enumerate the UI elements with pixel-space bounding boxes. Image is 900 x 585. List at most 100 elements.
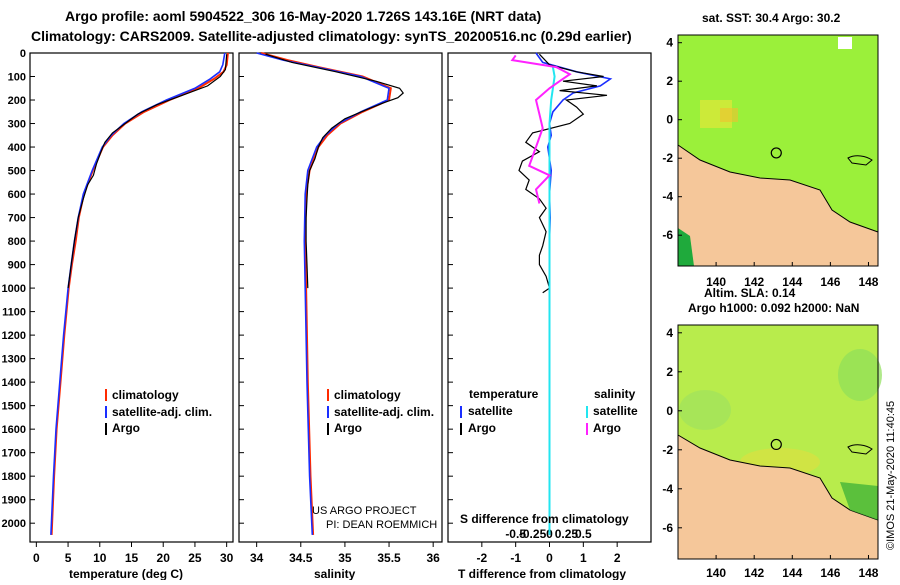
map-x-tick-label: 146	[820, 566, 840, 580]
sla-coastal-anomaly	[840, 482, 878, 520]
temperature-legend: climatology satellite-adj. clim. Argo	[105, 388, 212, 435]
depth-tick-label: 500	[8, 166, 26, 178]
legend-label-temp-argo: Argo	[468, 421, 496, 435]
depth-tick-label: 900	[8, 260, 26, 272]
x-axes: 0 5 10 15 20 25 30 34 34.5 35 35.5 36 -2 -1 0 1 2 -0.5-0.…	[33, 527, 621, 565]
map-y-tick-label: 0	[666, 113, 673, 127]
depth-tick-label: 1000	[2, 283, 26, 295]
sst-land-new-guinea	[678, 145, 878, 266]
map-y-tick-label: -6	[662, 228, 673, 242]
secondary-tick-label: -0.25	[519, 527, 547, 541]
salinity-diff-label: S difference from climatology	[460, 512, 629, 526]
x-tick-label: 34.5	[289, 551, 313, 565]
salinity-x-label: salinity	[314, 567, 356, 580]
map-y-tick-label: -2	[662, 151, 673, 165]
depth-tick-label: 1800	[2, 471, 26, 483]
x-tick-label: 25	[188, 551, 202, 565]
sst-map	[677, 34, 879, 267]
map-y-tick-label: -4	[662, 190, 673, 204]
x-tick-label: 35.5	[377, 551, 401, 565]
depth-tick-label: 2000	[2, 518, 26, 530]
x-tick-label: 5	[65, 551, 72, 565]
depth-tick-label: 1300	[2, 354, 26, 366]
sla-island	[847, 444, 873, 455]
x-tick-label: 30	[220, 551, 234, 565]
sst-hot-spot	[720, 108, 738, 122]
profile-series	[50, 52, 613, 535]
legend-header-salinity: salinity	[594, 387, 636, 401]
sst-argo-position-marker	[770, 147, 782, 159]
x-tick-label: 1	[580, 551, 587, 565]
map-y-tick-label: -4	[662, 482, 673, 496]
sla-green-anomaly-west	[679, 390, 731, 430]
depth-tick-label: 1600	[2, 424, 26, 436]
sla-land-new-guinea	[678, 435, 878, 559]
x-tick-label: 15	[125, 551, 139, 565]
depth-tick-label: 400	[8, 142, 26, 154]
map-x-tick-label: 142	[744, 275, 764, 289]
sst-map-title: sat. SST: 30.4 Argo: 30.2	[702, 11, 841, 25]
depth-tick-label: 300	[8, 119, 26, 131]
salinity-panel-frame	[238, 52, 443, 543]
legend-label-sal-satellite: satellite	[593, 404, 638, 418]
legend-label-sal-argo: Argo	[593, 421, 621, 435]
legend-header-temperature: temperature	[469, 387, 539, 401]
salinity-argo-line	[265, 53, 405, 289]
sst-coastal-water	[678, 228, 694, 266]
secondary-tick-label: 0.25	[555, 527, 579, 541]
map-y-tick-label: -2	[662, 443, 673, 457]
project-credit: US ARGO PROJECT	[312, 505, 417, 517]
x-tick-label: -2	[476, 551, 487, 565]
map-y-tick-label: 2	[666, 74, 673, 88]
sla-green-anomaly	[838, 349, 882, 401]
header-line-2: Climatology: CARS2009. Satellite-adjuste…	[31, 28, 632, 44]
depth-tick-label: 1400	[2, 377, 26, 389]
temperature-argo-line	[67, 54, 228, 289]
map-x-tick-label: 142	[744, 566, 764, 580]
depth-tick-label: 1900	[2, 495, 26, 507]
map-x-tick-label: 148	[858, 566, 878, 580]
map-x-tick-label: 148	[858, 275, 878, 289]
legend-label-argo: Argo	[334, 421, 362, 435]
map-x-tick-label: 144	[782, 275, 802, 289]
depth-tick-label: 800	[8, 236, 26, 248]
temperature-diff-argo-line	[518, 53, 608, 294]
depth-tick-label: 1100	[2, 307, 26, 319]
header-line-1: Argo profile: aoml 5904522_306 16-May-20…	[65, 8, 541, 24]
map-y-tick-label: 4	[666, 326, 673, 340]
depth-tick-label: 100	[8, 72, 26, 84]
legend-label-satellite: satellite-adj. clim.	[334, 405, 434, 419]
x-tick-label: 34	[250, 551, 264, 565]
salinity-diff-argo-line	[510, 54, 572, 204]
sla-map	[677, 324, 882, 560]
sla-argo-position-marker	[770, 438, 782, 451]
depth-tick-label: 0	[20, 48, 26, 60]
salinity-diff-satellite-line	[548, 66, 556, 535]
map-x-tick-label: 140	[706, 275, 726, 289]
map-y-tick-label: 4	[666, 36, 673, 50]
sst-island	[847, 155, 873, 166]
temperature-satellite-line	[50, 52, 226, 535]
legend-label-argo: Argo	[112, 421, 140, 435]
salinity-legend: climatology satellite-adj. clim. Argo	[327, 388, 434, 435]
legend-label-climatology: climatology	[334, 388, 401, 402]
x-tick-label: 10	[93, 551, 107, 565]
x-tick-label: 36	[426, 551, 440, 565]
legend-label-temp-satellite: satellite	[468, 404, 513, 418]
depth-tick-label: 1500	[2, 401, 26, 413]
sst-missing-data	[838, 37, 852, 49]
x-tick-label: -1	[510, 551, 521, 565]
pi-credit: PI: DEAN ROEMMICH	[326, 519, 437, 531]
depth-tick-label: 1200	[2, 330, 26, 342]
depth-tick-label: 700	[8, 213, 26, 225]
legend-label-satellite: satellite-adj. clim.	[112, 405, 212, 419]
sst-map-frame	[677, 34, 879, 267]
secondary-tick-label: 0.5	[575, 527, 592, 541]
sst-coastline	[677, 144, 879, 233]
map-y-tick-label: 0	[666, 404, 673, 418]
legend-label-climatology: climatology	[112, 388, 179, 402]
difference-x-label: T difference from climatology	[458, 567, 626, 580]
temperature-panel-frame	[29, 52, 234, 543]
